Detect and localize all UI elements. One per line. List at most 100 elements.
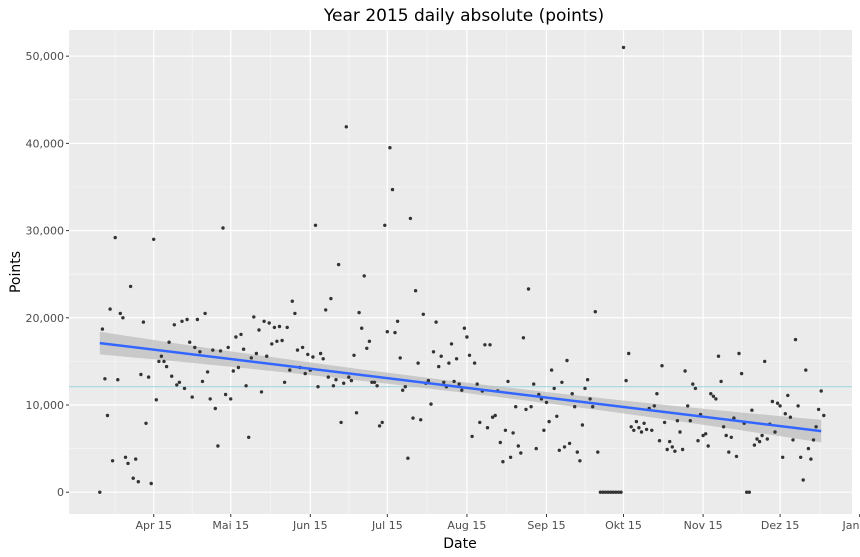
data-point [770, 399, 775, 404]
data-point [806, 446, 811, 451]
data-point [393, 330, 397, 335]
data-point [431, 350, 436, 354]
data-point [765, 437, 769, 441]
data-point [385, 330, 389, 334]
data-point [306, 352, 310, 357]
data-point [478, 420, 482, 425]
data-point [449, 342, 454, 346]
x-tick-label: Jun 15 [292, 519, 328, 532]
data-point [344, 125, 348, 129]
data-point [786, 393, 790, 398]
data-point [354, 411, 359, 415]
data-point [239, 332, 243, 337]
data-point [303, 371, 307, 376]
data-point [123, 455, 128, 459]
data-point [195, 317, 200, 322]
data-point [796, 404, 800, 408]
data-point [555, 414, 559, 418]
data-point [580, 423, 585, 427]
data-point [336, 262, 341, 267]
data-point [429, 402, 433, 406]
data-point [668, 439, 672, 444]
data-point [552, 386, 556, 391]
data-point [493, 413, 497, 418]
y-tick-label: 0 [57, 486, 64, 499]
data-point [128, 284, 133, 289]
data-point [282, 380, 287, 384]
data-point [503, 428, 508, 432]
data-point [205, 370, 210, 374]
data-point [603, 490, 608, 494]
data-point [152, 237, 156, 241]
data-point [203, 311, 207, 316]
data-point [745, 490, 749, 494]
plot-panel [69, 30, 852, 514]
data-point [118, 311, 123, 316]
data-point [501, 460, 505, 464]
data-point [614, 490, 618, 494]
data-point [511, 431, 515, 435]
data-point [575, 450, 579, 454]
data-point [632, 428, 636, 432]
data-point [570, 392, 574, 396]
data-point [193, 345, 197, 350]
data-point [508, 455, 513, 459]
data-point [164, 364, 169, 369]
data-point [218, 349, 223, 353]
data-point [454, 357, 459, 361]
data-point [616, 490, 621, 494]
data-point [521, 336, 526, 340]
data-point [755, 437, 759, 441]
data-point [229, 397, 233, 401]
data-point [488, 343, 492, 347]
data-point [673, 449, 677, 453]
data-point [110, 459, 115, 463]
data-point [408, 216, 413, 221]
data-point [657, 439, 662, 443]
data-point [395, 319, 400, 323]
data-point [534, 446, 538, 451]
y-tick-label: 20,000 [26, 312, 65, 325]
data-point [247, 435, 251, 439]
y-tick-label: 40,000 [26, 137, 65, 150]
data-point [811, 438, 816, 442]
data-point [221, 226, 225, 230]
data-point [506, 379, 510, 384]
data-point [188, 340, 192, 344]
data-point [783, 412, 787, 416]
data-point [714, 397, 718, 401]
data-point [678, 430, 682, 434]
data-point [190, 395, 194, 399]
data-point [727, 450, 731, 454]
data-point [141, 320, 146, 324]
data-point [624, 378, 628, 383]
data-point [532, 382, 536, 386]
data-point [793, 337, 798, 342]
data-point [819, 389, 823, 393]
data-point [814, 425, 818, 429]
data-point [275, 339, 279, 343]
data-point [295, 348, 300, 352]
data-point [799, 455, 803, 459]
data-point [639, 430, 644, 434]
data-point [216, 444, 220, 448]
data-point [760, 433, 764, 438]
data-point [426, 378, 431, 383]
data-point [688, 419, 692, 423]
data-point [460, 388, 464, 392]
data-point [519, 451, 523, 455]
data-point [277, 324, 282, 329]
data-point [172, 323, 176, 327]
data-point [162, 359, 166, 364]
data-point [223, 392, 228, 397]
data-point [781, 455, 785, 459]
data-point [144, 421, 148, 425]
data-point [514, 405, 518, 409]
data-point [347, 375, 351, 379]
data-point [241, 347, 246, 351]
data-point [421, 312, 425, 316]
data-point [660, 364, 664, 368]
data-point [329, 296, 333, 301]
data-point [411, 416, 415, 420]
data-point [249, 356, 253, 360]
